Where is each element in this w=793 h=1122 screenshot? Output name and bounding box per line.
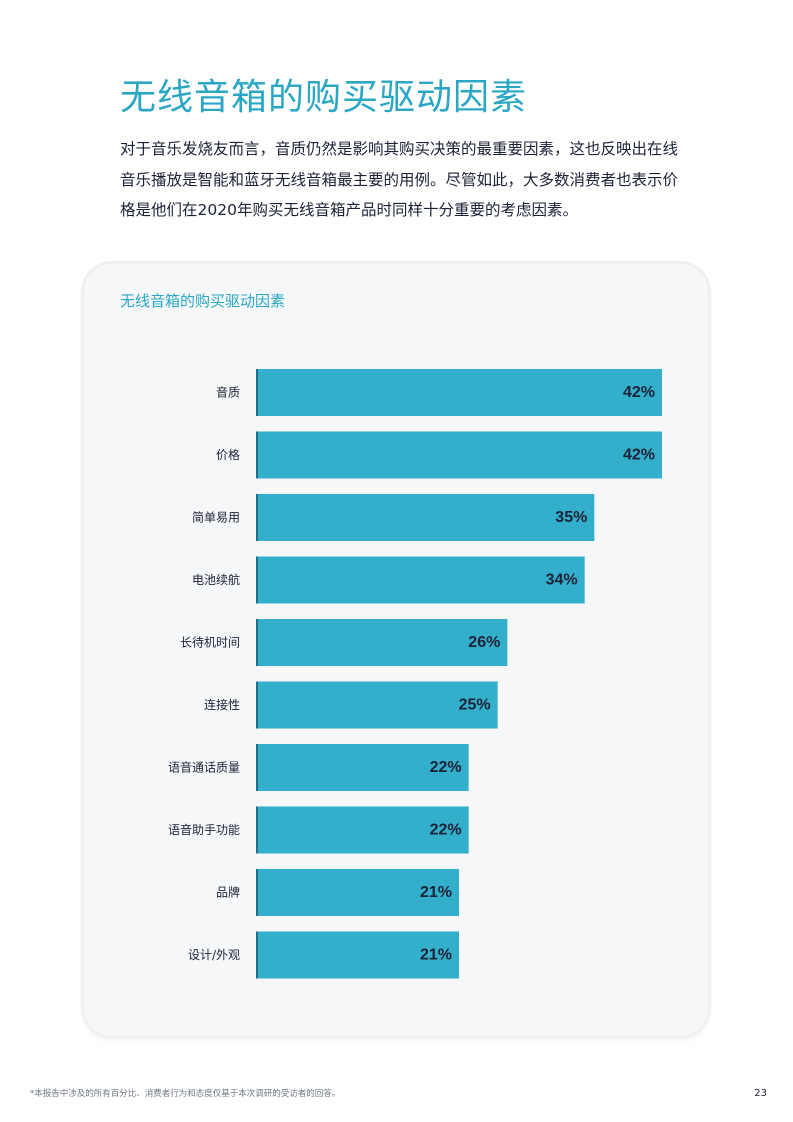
intro-paragraph: 对于音乐发烧友而言，音质仍然是影响其购买决策的最重要因素，这也反映出在线音乐播放… [120, 140, 679, 219]
chart-card: 无线音箱的购买驱动因素 音质 42% 价格 42% 简单易用 35% 电池续航 34% 长待机时… [84, 264, 708, 1036]
value-label: 22% [430, 759, 462, 776]
value-label: 35% [555, 509, 587, 526]
bar [256, 806, 469, 854]
category-label: 简单易用 [192, 511, 240, 525]
bar [256, 619, 508, 666]
value-label: 42% [623, 447, 655, 464]
bar-edge [256, 681, 258, 729]
category-label: 价格 [216, 447, 240, 462]
bar [256, 431, 662, 479]
bar [256, 556, 585, 604]
category-label: 设计/外观 [188, 948, 240, 962]
category-label: 语音通话质量 [168, 760, 240, 775]
category-label: 音质 [216, 385, 240, 400]
value-label: 21% [420, 947, 452, 964]
bar [256, 869, 459, 916]
footnote: *本报告中涉及的所有百分比、消费者行为和态度仅基于本次调研的受访者的回答。 [30, 1089, 341, 1099]
category-label: 语音助手功能 [168, 822, 240, 837]
bar-row: 语音通话质量 22% [168, 744, 469, 791]
bar-edge [256, 556, 258, 604]
bar [256, 681, 498, 729]
value-label: 21% [420, 884, 452, 901]
bar-edge [256, 806, 258, 854]
bar [256, 369, 662, 416]
page-title: 无线音箱的购买驱动因素 [120, 77, 528, 118]
bar-row: 价格 42% [216, 431, 662, 479]
bar-edge [256, 494, 258, 541]
value-label: 25% [459, 697, 491, 714]
bar-row: 品牌 21% [216, 869, 459, 916]
bar-edge [256, 869, 258, 916]
bar-row: 简单易用 35% [192, 494, 595, 541]
category-label: 长待机时间 [180, 636, 240, 650]
value-label: 42% [623, 384, 655, 401]
bar-chart: 音质 42% 价格 42% 简单易用 35% 电池续航 34% 长待机时间 26% 连接性 25% 语音… [168, 369, 662, 979]
bar [256, 744, 469, 791]
bar-row: 设计/外观 21% [188, 931, 459, 979]
bar [256, 494, 595, 541]
bar-edge [256, 431, 258, 479]
bar-edge [256, 931, 258, 979]
value-label: 22% [430, 822, 462, 839]
bar [256, 931, 459, 979]
bar-row: 语音助手功能 22% [168, 806, 469, 854]
bar-edge [256, 369, 258, 416]
bar-edge [256, 744, 258, 791]
value-label: 26% [468, 634, 500, 651]
value-label: 34% [546, 572, 578, 589]
bar-edge [256, 619, 258, 666]
bar-row: 连接性 25% [204, 681, 498, 729]
category-label: 品牌 [216, 886, 240, 900]
category-label: 电池续航 [192, 572, 240, 587]
chart-title: 无线音箱的购买驱动因素 [120, 292, 286, 310]
category-label: 连接性 [204, 697, 240, 712]
bar-row: 音质 42% [216, 369, 662, 416]
page-number: 23 [754, 1088, 767, 1099]
bar-row: 电池续航 34% [192, 556, 585, 604]
bar-row: 长待机时间 26% [180, 619, 508, 666]
